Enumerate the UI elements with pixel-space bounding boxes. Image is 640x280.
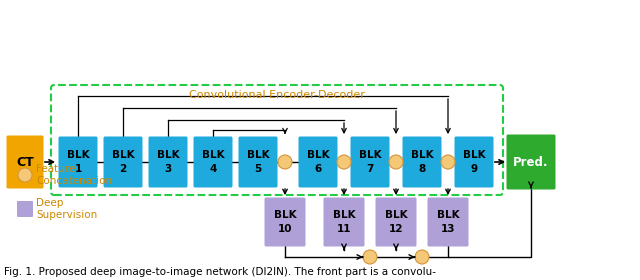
- FancyBboxPatch shape: [104, 137, 143, 188]
- Text: BLK
7: BLK 7: [358, 150, 381, 174]
- Text: Feature
Concatenation: Feature Concatenation: [36, 164, 112, 186]
- Circle shape: [441, 155, 455, 169]
- Text: BLK
11: BLK 11: [333, 210, 355, 234]
- Text: BLK
4: BLK 4: [202, 150, 224, 174]
- Text: BLK
5: BLK 5: [246, 150, 269, 174]
- FancyBboxPatch shape: [376, 197, 417, 246]
- Text: Convolutional Encoder-Decoder: Convolutional Encoder-Decoder: [189, 90, 365, 100]
- FancyBboxPatch shape: [17, 201, 33, 217]
- Text: BLK
2: BLK 2: [112, 150, 134, 174]
- Text: CT: CT: [16, 155, 34, 169]
- Text: BLK
12: BLK 12: [385, 210, 407, 234]
- Text: BLK
1: BLK 1: [67, 150, 90, 174]
- Circle shape: [389, 155, 403, 169]
- Text: BLK
10: BLK 10: [274, 210, 296, 234]
- Text: BLK
13: BLK 13: [436, 210, 460, 234]
- Text: BLK
9: BLK 9: [463, 150, 485, 174]
- Circle shape: [363, 250, 377, 264]
- Text: Deep
Supervision: Deep Supervision: [36, 198, 97, 220]
- Circle shape: [278, 155, 292, 169]
- FancyBboxPatch shape: [298, 137, 337, 188]
- FancyBboxPatch shape: [239, 137, 278, 188]
- Circle shape: [18, 168, 32, 182]
- FancyBboxPatch shape: [403, 137, 442, 188]
- FancyBboxPatch shape: [264, 197, 305, 246]
- Text: Pred.: Pred.: [513, 155, 548, 169]
- FancyBboxPatch shape: [193, 137, 232, 188]
- FancyBboxPatch shape: [454, 137, 493, 188]
- Circle shape: [337, 155, 351, 169]
- FancyBboxPatch shape: [428, 197, 468, 246]
- FancyBboxPatch shape: [6, 136, 44, 188]
- Text: BLK
6: BLK 6: [307, 150, 330, 174]
- Text: BLK
8: BLK 8: [411, 150, 433, 174]
- Text: Fig. 1. Proposed deep image-to-image network (DI2IN). The front part is a convol: Fig. 1. Proposed deep image-to-image net…: [4, 267, 436, 277]
- Circle shape: [415, 250, 429, 264]
- FancyBboxPatch shape: [351, 137, 390, 188]
- FancyBboxPatch shape: [506, 134, 556, 190]
- Text: BLK
3: BLK 3: [157, 150, 179, 174]
- FancyBboxPatch shape: [323, 197, 365, 246]
- FancyBboxPatch shape: [58, 137, 97, 188]
- FancyBboxPatch shape: [148, 137, 188, 188]
